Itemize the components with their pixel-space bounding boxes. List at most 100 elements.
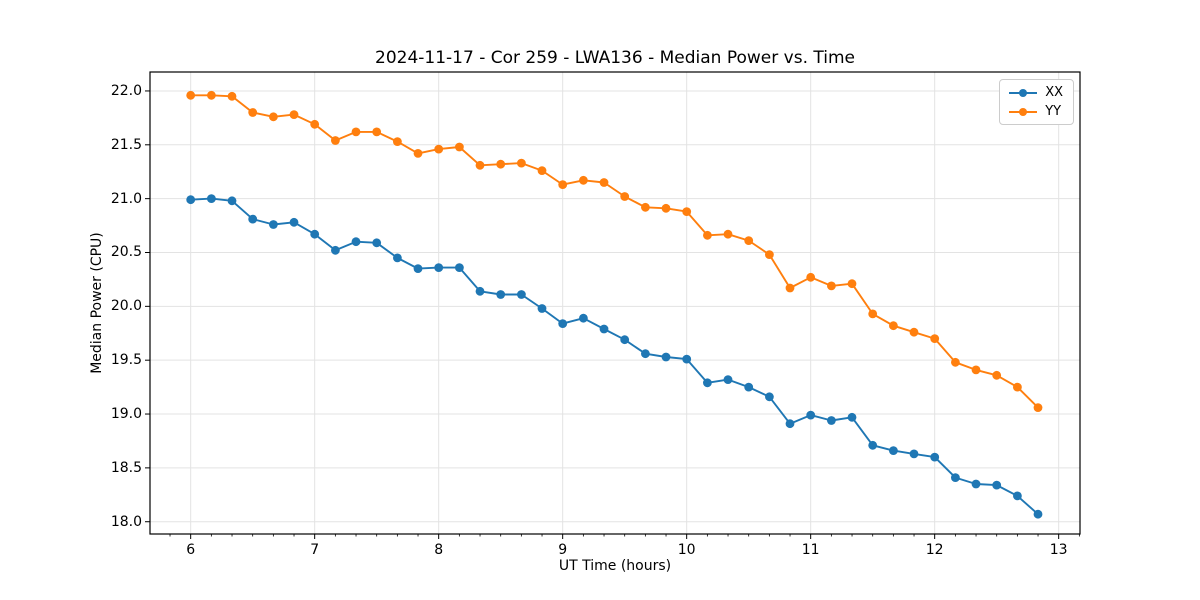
y-tick-label: 19.5 bbox=[110, 352, 142, 369]
series-line-xx bbox=[190, 197, 1039, 515]
legend-entry-yy: YY bbox=[1009, 105, 1063, 118]
data-point-xx bbox=[393, 253, 402, 263]
data-point-xx bbox=[331, 245, 340, 255]
data-point-yy bbox=[455, 142, 464, 152]
data-point-xx bbox=[207, 194, 216, 204]
data-point-yy bbox=[1033, 403, 1043, 412]
legend: XX YY bbox=[999, 79, 1074, 125]
data-point-yy bbox=[248, 108, 258, 117]
y-tick-label: 18.5 bbox=[110, 459, 142, 476]
data-point-yy bbox=[765, 250, 774, 259]
x-tick-label: 8 bbox=[434, 542, 444, 558]
data-point-yy bbox=[331, 136, 340, 145]
legend-line-marker-icon bbox=[1009, 88, 1038, 98]
data-point-xx bbox=[847, 412, 857, 422]
data-point-xx bbox=[785, 419, 795, 429]
data-point-yy bbox=[186, 90, 196, 100]
data-point-xx bbox=[661, 352, 671, 362]
data-point-yy bbox=[868, 309, 878, 319]
data-point-yy bbox=[847, 279, 857, 289]
data-point-xx bbox=[248, 214, 258, 224]
data-point-xx bbox=[496, 290, 506, 299]
data-point-xx bbox=[186, 195, 196, 205]
data-point-xx bbox=[269, 220, 278, 229]
data-point-xx bbox=[723, 375, 733, 384]
data-point-xx bbox=[310, 229, 320, 239]
data-point-xx bbox=[951, 473, 960, 482]
x-tick-label: 13 bbox=[1049, 542, 1068, 558]
data-point-yy bbox=[289, 110, 299, 119]
y-tick-label: 20.5 bbox=[110, 244, 142, 261]
data-point-yy bbox=[909, 327, 919, 337]
chart-title: 2024-11-17 - Cor 259 - LWA136 - Median P… bbox=[375, 48, 855, 68]
data-point-xx bbox=[620, 335, 630, 345]
y-tick-label: 21.0 bbox=[110, 190, 142, 207]
data-point-yy bbox=[434, 144, 444, 154]
data-point-xx bbox=[930, 452, 940, 462]
data-point-yy bbox=[413, 149, 423, 158]
data-point-yy bbox=[393, 137, 402, 147]
data-point-xx bbox=[434, 263, 444, 272]
data-point-yy bbox=[351, 127, 361, 137]
series-line-yy bbox=[190, 94, 1039, 409]
data-point-yy bbox=[475, 160, 485, 170]
y-tick-label: 20.0 bbox=[110, 298, 142, 315]
y-tick-label: 18.0 bbox=[110, 513, 142, 530]
data-point-yy bbox=[620, 192, 630, 201]
data-point-yy bbox=[207, 90, 216, 100]
data-point-xx bbox=[475, 286, 485, 296]
data-point-xx bbox=[558, 319, 568, 328]
x-tick-label: 9 bbox=[558, 542, 568, 558]
legend-label: XX bbox=[1045, 85, 1063, 100]
data-point-xx bbox=[599, 324, 609, 334]
data-point-yy bbox=[641, 202, 650, 212]
x-axis-label: UT Time (hours) bbox=[558, 558, 672, 574]
data-point-yy bbox=[682, 207, 692, 217]
legend-entry-xx: XX bbox=[1009, 86, 1063, 99]
x-tick-label: 7 bbox=[310, 542, 320, 558]
data-point-yy bbox=[971, 365, 981, 375]
data-point-yy bbox=[744, 236, 754, 246]
data-point-xx bbox=[1033, 509, 1043, 519]
data-point-yy bbox=[269, 112, 278, 122]
data-point-xx bbox=[909, 449, 919, 459]
data-point-xx bbox=[227, 196, 237, 206]
data-point-yy bbox=[992, 370, 1002, 380]
data-point-yy bbox=[579, 175, 588, 185]
data-point-xx bbox=[868, 440, 878, 450]
data-point-xx bbox=[289, 217, 299, 227]
data-point-yy bbox=[806, 272, 816, 282]
data-point-xx bbox=[971, 479, 981, 489]
data-point-xx bbox=[372, 238, 382, 248]
x-tick-label: 10 bbox=[677, 542, 696, 558]
data-point-xx bbox=[889, 446, 898, 455]
data-point-xx bbox=[1013, 491, 1022, 501]
data-point-xx bbox=[992, 480, 1002, 490]
y-tick-label: 21.5 bbox=[110, 136, 142, 153]
data-point-xx bbox=[517, 290, 526, 299]
data-point-yy bbox=[517, 158, 526, 168]
data-point-xx bbox=[413, 264, 423, 273]
data-point-xx bbox=[579, 313, 588, 323]
data-point-xx bbox=[703, 378, 712, 388]
data-point-xx bbox=[744, 382, 754, 392]
legend-label: YY bbox=[1045, 104, 1062, 119]
y-tick-label: 19.0 bbox=[110, 406, 142, 423]
data-point-yy bbox=[227, 91, 237, 101]
x-tick-label: 6 bbox=[186, 542, 196, 558]
data-point-xx bbox=[641, 349, 650, 359]
x-tick-label: 11 bbox=[801, 542, 820, 558]
legend-line-marker-icon bbox=[1009, 107, 1038, 117]
data-point-yy bbox=[558, 180, 568, 190]
axes-spines bbox=[149, 71, 1081, 535]
data-point-yy bbox=[599, 178, 609, 187]
data-point-xx bbox=[682, 354, 692, 364]
data-point-xx bbox=[827, 416, 836, 425]
data-point-xx bbox=[351, 237, 361, 247]
y-tick-label: 22.0 bbox=[110, 82, 142, 99]
data-point-yy bbox=[723, 229, 733, 239]
data-point-yy bbox=[1013, 382, 1022, 392]
x-tick-label: 12 bbox=[925, 542, 944, 558]
